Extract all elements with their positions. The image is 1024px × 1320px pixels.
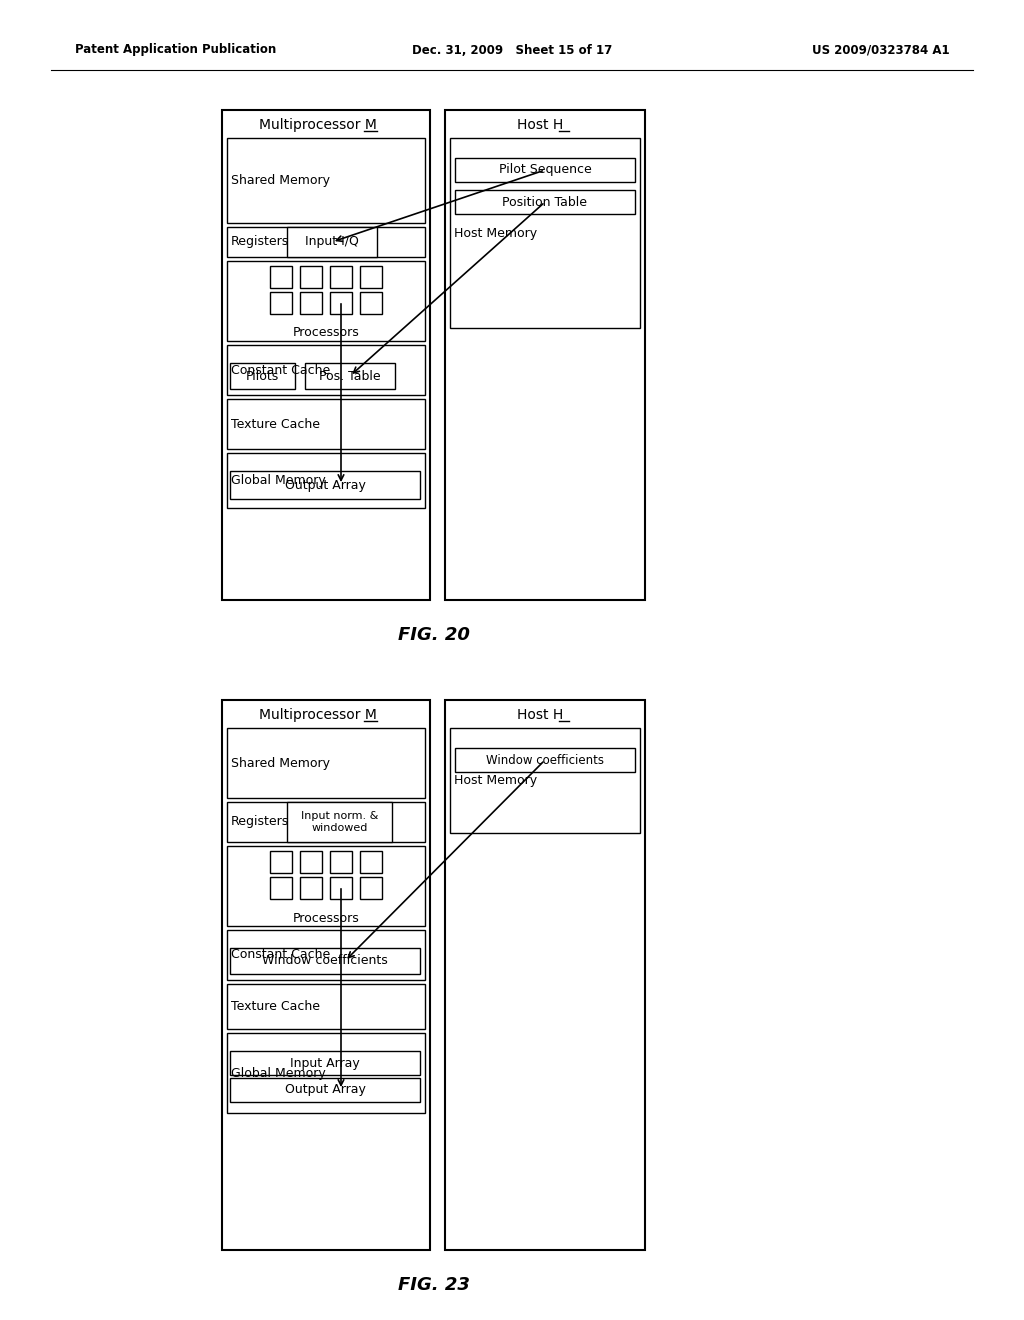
Bar <box>227 345 425 395</box>
Text: Processors: Processors <box>293 912 359 924</box>
Text: Texture Cache: Texture Cache <box>231 417 319 430</box>
Bar <box>360 851 382 873</box>
Bar <box>300 292 322 314</box>
Text: Multiprocessor M: Multiprocessor M <box>259 117 377 132</box>
Bar <box>222 700 430 1250</box>
Text: Constant Cache: Constant Cache <box>231 949 331 961</box>
Bar <box>445 700 645 1250</box>
Bar <box>300 876 322 899</box>
Bar <box>227 729 425 799</box>
Text: FIG. 20: FIG. 20 <box>397 626 469 644</box>
Bar <box>270 851 292 873</box>
Bar <box>455 190 635 214</box>
Bar <box>227 399 425 449</box>
Text: Texture Cache: Texture Cache <box>231 1001 319 1012</box>
Text: Output Array: Output Array <box>285 1084 366 1097</box>
Bar <box>287 803 392 842</box>
Text: Input norm. &
windowed: Input norm. & windowed <box>301 812 378 833</box>
Bar <box>330 876 352 899</box>
Text: Shared Memory: Shared Memory <box>231 756 330 770</box>
Bar <box>230 1078 420 1102</box>
Text: Window coefficients: Window coefficients <box>486 754 604 767</box>
Bar <box>300 851 322 873</box>
Bar <box>227 227 425 257</box>
Bar <box>450 139 640 327</box>
Bar <box>445 110 645 601</box>
Bar <box>270 292 292 314</box>
Bar <box>227 1034 425 1113</box>
Bar <box>300 267 322 288</box>
Text: Constant Cache: Constant Cache <box>231 363 331 376</box>
Bar <box>287 227 377 257</box>
Text: Global Memory: Global Memory <box>231 474 326 487</box>
Text: Output Array: Output Array <box>285 479 366 491</box>
Bar <box>450 729 640 833</box>
Bar <box>227 983 425 1030</box>
Bar <box>227 846 425 927</box>
Text: Pilots: Pilots <box>246 370 280 383</box>
Bar <box>230 948 420 974</box>
Text: Host Memory: Host Memory <box>454 774 538 787</box>
Bar <box>227 453 425 508</box>
Text: Input Array: Input Array <box>290 1056 359 1069</box>
Text: US 2009/0323784 A1: US 2009/0323784 A1 <box>812 44 950 57</box>
Bar <box>230 471 420 499</box>
Bar <box>305 363 395 389</box>
Bar <box>227 261 425 341</box>
Text: Position Table: Position Table <box>503 195 588 209</box>
Text: Registers: Registers <box>231 816 289 829</box>
Text: Patent Application Publication: Patent Application Publication <box>75 44 276 57</box>
Bar <box>330 851 352 873</box>
Bar <box>227 139 425 223</box>
Text: Input I/Q: Input I/Q <box>305 235 359 248</box>
Bar <box>330 292 352 314</box>
Bar <box>222 110 430 601</box>
Text: Dec. 31, 2009   Sheet 15 of 17: Dec. 31, 2009 Sheet 15 of 17 <box>412 44 612 57</box>
Text: Host Memory: Host Memory <box>454 227 538 239</box>
Text: Host H: Host H <box>517 708 563 722</box>
Bar <box>360 292 382 314</box>
Text: Pilot Sequence: Pilot Sequence <box>499 164 592 177</box>
Bar <box>270 876 292 899</box>
Text: Shared Memory: Shared Memory <box>231 174 330 187</box>
Text: Processors: Processors <box>293 326 359 339</box>
Text: Global Memory: Global Memory <box>231 1067 326 1080</box>
Bar <box>230 1051 420 1074</box>
Text: Multiprocessor M: Multiprocessor M <box>259 708 377 722</box>
Text: Host H: Host H <box>517 117 563 132</box>
Bar <box>360 267 382 288</box>
Text: FIG. 23: FIG. 23 <box>397 1276 469 1294</box>
Text: Window coefficients: Window coefficients <box>262 954 388 968</box>
Bar <box>330 267 352 288</box>
Bar <box>360 876 382 899</box>
Bar <box>455 158 635 182</box>
Text: Pos. Table: Pos. Table <box>319 370 381 383</box>
Text: Registers: Registers <box>231 235 289 248</box>
Bar <box>227 803 425 842</box>
Bar <box>230 363 295 389</box>
Bar <box>455 748 635 772</box>
Bar <box>227 931 425 979</box>
Bar <box>270 267 292 288</box>
